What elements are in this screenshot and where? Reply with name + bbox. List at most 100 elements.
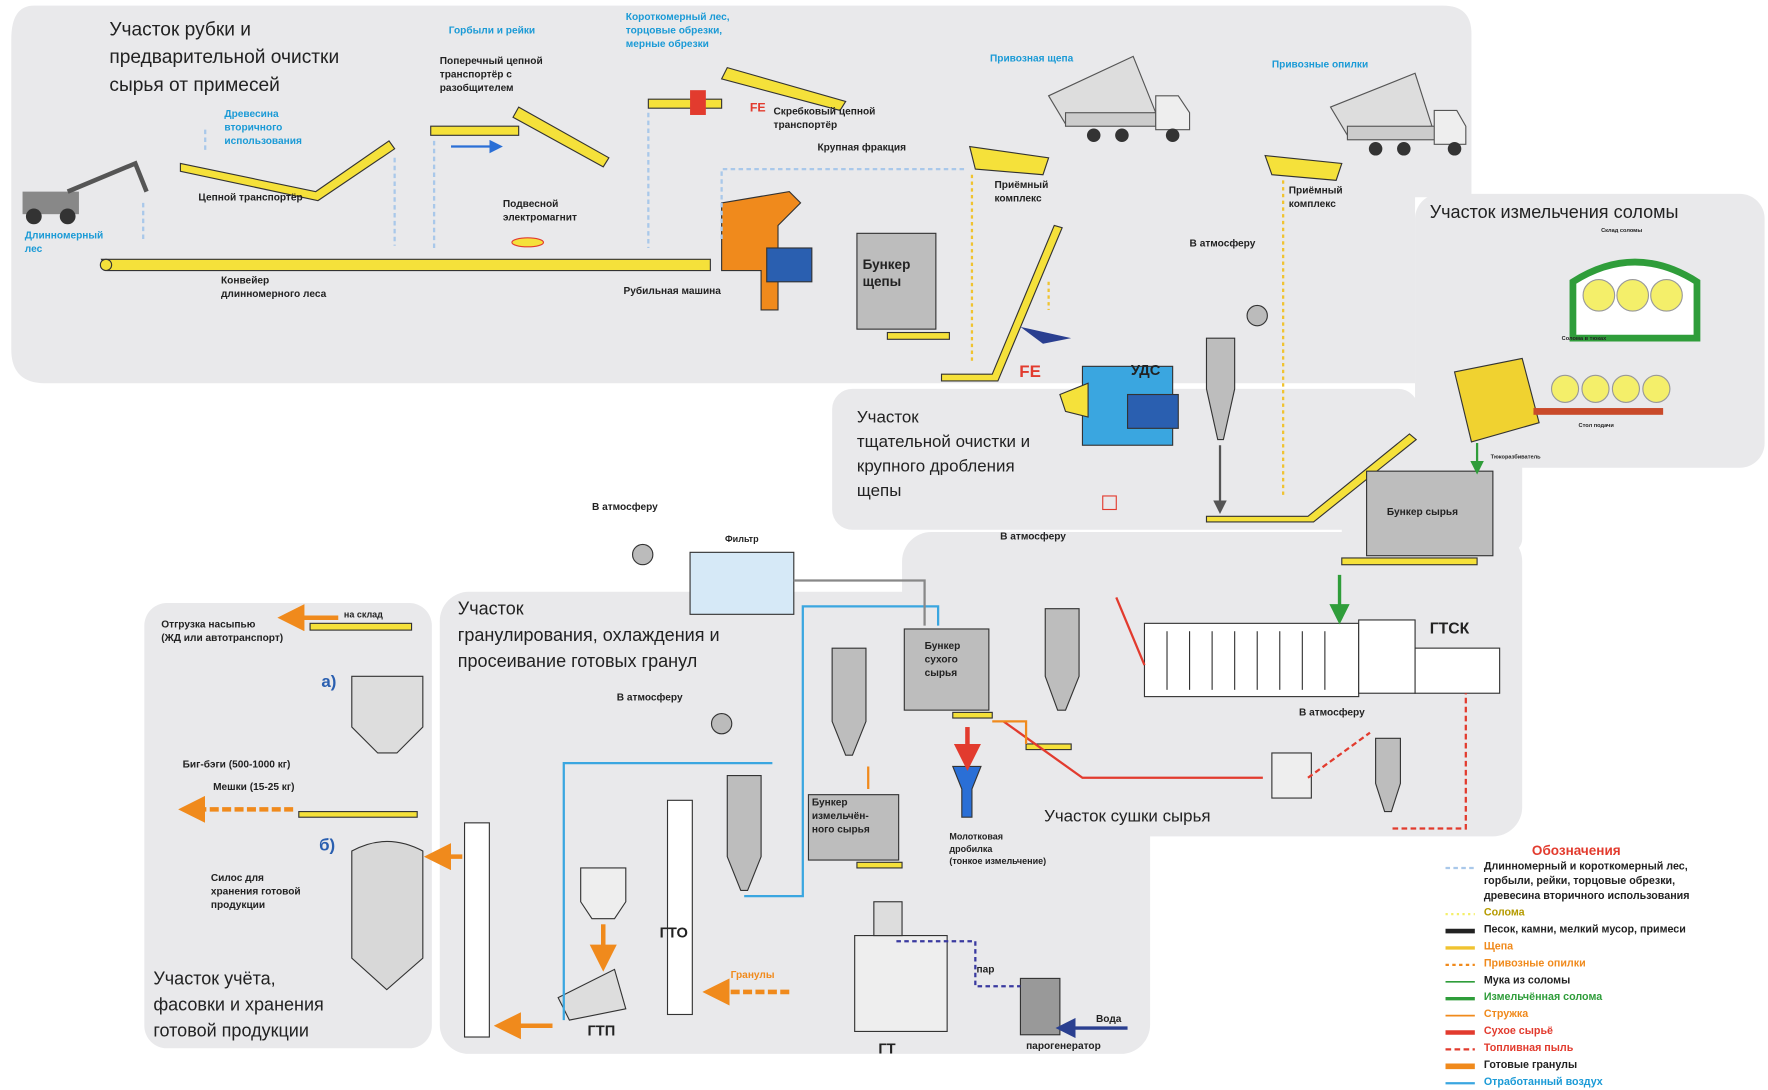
label: Цепной транспортёр — [198, 192, 302, 203]
label: а) — [321, 672, 336, 691]
label: FE — [750, 100, 766, 114]
label: щепы — [863, 274, 902, 289]
chipper-motor — [766, 247, 813, 283]
electromagnet — [511, 237, 545, 248]
legend-title: Обозначения — [1532, 843, 1621, 858]
raw-bunker — [1366, 470, 1494, 557]
screw — [1341, 557, 1478, 566]
label: вторичного — [224, 122, 282, 133]
label: Привозные опилки — [1272, 59, 1368, 70]
furnace — [1358, 619, 1416, 694]
label: Отгрузка насыпью — [161, 619, 256, 630]
uds-feeder — [1059, 382, 1089, 418]
label: Бункер — [925, 641, 961, 652]
section-title: сырья от примесей — [109, 75, 280, 96]
label: (тонкое измельчение) — [949, 856, 1046, 866]
label: длинномерного леса — [221, 289, 327, 300]
icon — [1102, 495, 1117, 511]
label: Приёмный — [1289, 186, 1343, 197]
hammer-mill — [951, 765, 982, 818]
section-title: Участок рубки и — [109, 19, 251, 40]
legend-label: Щепа — [1484, 941, 1514, 953]
loader-arm — [66, 160, 149, 194]
label: пар — [976, 964, 994, 975]
label: Солома в тюках — [1562, 336, 1608, 342]
magnet — [690, 90, 706, 115]
roller — [99, 258, 113, 272]
region-cleaning — [832, 388, 1419, 530]
cyclone — [1375, 737, 1401, 813]
bin — [351, 675, 424, 754]
conveyor — [100, 258, 711, 272]
section-title: гранулирования, охлаждения и — [458, 625, 720, 645]
wheel — [59, 208, 76, 225]
screw — [886, 331, 950, 340]
burner — [1414, 647, 1501, 694]
wheel — [25, 208, 42, 225]
silo — [351, 841, 424, 991]
milled-bunker — [807, 794, 900, 861]
feed-table — [1533, 408, 1664, 415]
conveyor — [309, 622, 413, 631]
label: ГТСК — [1430, 621, 1470, 638]
cross-conveyor — [430, 125, 520, 136]
section-title: тщательной очистки и — [857, 432, 1030, 451]
legend-label: Солома — [1484, 907, 1526, 919]
dry-pipe — [1115, 596, 1146, 666]
label: хранения готовой — [211, 887, 301, 898]
chip-flow — [970, 174, 1285, 496]
section-title: щепы — [857, 481, 901, 500]
steam-line — [896, 940, 1021, 988]
label: электромагнит — [503, 213, 577, 224]
label: Бункер сырья — [1387, 507, 1458, 518]
section-title: Участок учёта, — [153, 968, 275, 988]
pipe — [867, 720, 1028, 790]
label: В атмосферу — [592, 501, 658, 513]
fan — [631, 543, 654, 566]
label: Конвейер — [221, 276, 269, 287]
filter — [689, 551, 795, 615]
label: Рубильная машина — [624, 285, 722, 297]
label: Стол подачи — [1579, 423, 1615, 429]
receiver — [968, 145, 1050, 176]
fan — [710, 712, 733, 735]
section-title: Участок — [458, 599, 524, 619]
legend-label: Песок, камни, мелкий мусор, примеси — [1484, 924, 1686, 936]
label: транспортёр с — [440, 69, 512, 80]
label: использования — [224, 136, 302, 147]
label: ГТП — [587, 1023, 615, 1039]
section-title: просеивание готовых гранул — [458, 651, 697, 671]
label: В атмосферу — [1299, 706, 1365, 718]
label: Бункер — [863, 257, 911, 272]
air-pipe — [744, 605, 940, 898]
label: ГТО — [660, 925, 688, 941]
label: измельчён- — [812, 811, 869, 822]
label: ГТ — [878, 1041, 895, 1057]
label: лес — [25, 244, 43, 255]
granulator-feeder — [873, 901, 903, 937]
sieve — [557, 968, 627, 1021]
label: Мешки (15-25 кг) — [213, 782, 294, 793]
chip-bunker — [856, 232, 937, 330]
legend-label: Топливная пыль — [1484, 1042, 1574, 1054]
receiver — [1264, 154, 1343, 181]
label: Приёмный — [994, 180, 1048, 191]
wood-flow — [142, 112, 965, 248]
label: Молотковая — [949, 831, 1003, 841]
label: транспортёр — [774, 120, 838, 131]
elevator — [666, 799, 693, 1016]
label: (ЖД или автотранспорт) — [161, 633, 283, 644]
screw — [1025, 743, 1072, 751]
label: В атмосферу — [617, 692, 683, 704]
legend-label: горбыли, рейки, торцовые обрезки, — [1484, 875, 1675, 887]
label: сухого — [925, 654, 958, 665]
legend-label: древесина вторичного использования — [1484, 890, 1690, 902]
scraper-conveyor — [720, 66, 847, 112]
label: мерные обрезки — [626, 38, 709, 50]
label: Горбыли и рейки — [449, 24, 535, 36]
loader — [22, 191, 79, 215]
legend-label: Измельчённая солома — [1484, 991, 1603, 1003]
legend-label: Готовые гранулы — [1484, 1059, 1577, 1071]
label: Скребковый цепной — [774, 106, 876, 118]
